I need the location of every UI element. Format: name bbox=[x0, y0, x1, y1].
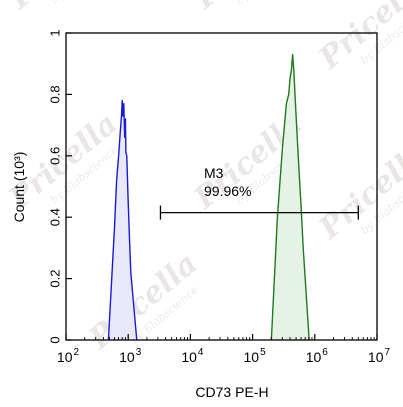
plot-frame bbox=[65, 32, 378, 341]
histogram-line-1 bbox=[107, 99, 138, 341]
y-tick-label: 0.6 bbox=[47, 147, 62, 165]
y-axis-label: Count (10³) bbox=[11, 152, 27, 223]
y-tick-label: 0.4 bbox=[47, 208, 62, 226]
y-axis-ticks: 0 0.2 0.4 0.6 0.8 1 bbox=[47, 29, 72, 344]
x-axis-label: CD73 PE-H bbox=[195, 384, 268, 400]
histogram-line-2 bbox=[270, 53, 310, 341]
y-tick-label: 1 bbox=[47, 29, 62, 36]
gate-m3: M3 99.96% bbox=[159, 165, 359, 220]
gate-name: M3 bbox=[204, 165, 224, 181]
histogram-fill-2 bbox=[271, 54, 310, 340]
watermark-brand: Pricella bbox=[187, 0, 309, 17]
x-tick-label: 107 bbox=[368, 347, 391, 365]
x-tick-label: 102 bbox=[57, 347, 80, 365]
x-tick-label: 104 bbox=[181, 347, 204, 365]
watermark-byline: by Elabscience bbox=[48, 0, 121, 7]
y-tick-label: 0.8 bbox=[47, 85, 62, 103]
x-tick-label: 105 bbox=[244, 347, 267, 365]
x-tick-label: 106 bbox=[306, 347, 329, 365]
x-tick-label: 103 bbox=[119, 347, 142, 365]
y-tick-label: 0.2 bbox=[47, 270, 62, 288]
x-axis-ticks: 102 103 104 105 106 107 bbox=[57, 334, 391, 365]
watermark-brand: Pricella bbox=[2, 0, 124, 17]
histogram-fills bbox=[108, 54, 310, 340]
watermark-brand: Pricella bbox=[312, 136, 403, 247]
watermark-byline: by Elabscience bbox=[233, 0, 306, 7]
gate-percent: 99.96% bbox=[204, 183, 251, 199]
y-tick-label: 0 bbox=[47, 336, 62, 343]
histogram-fill-1 bbox=[108, 100, 137, 340]
histogram-lines bbox=[107, 53, 310, 341]
